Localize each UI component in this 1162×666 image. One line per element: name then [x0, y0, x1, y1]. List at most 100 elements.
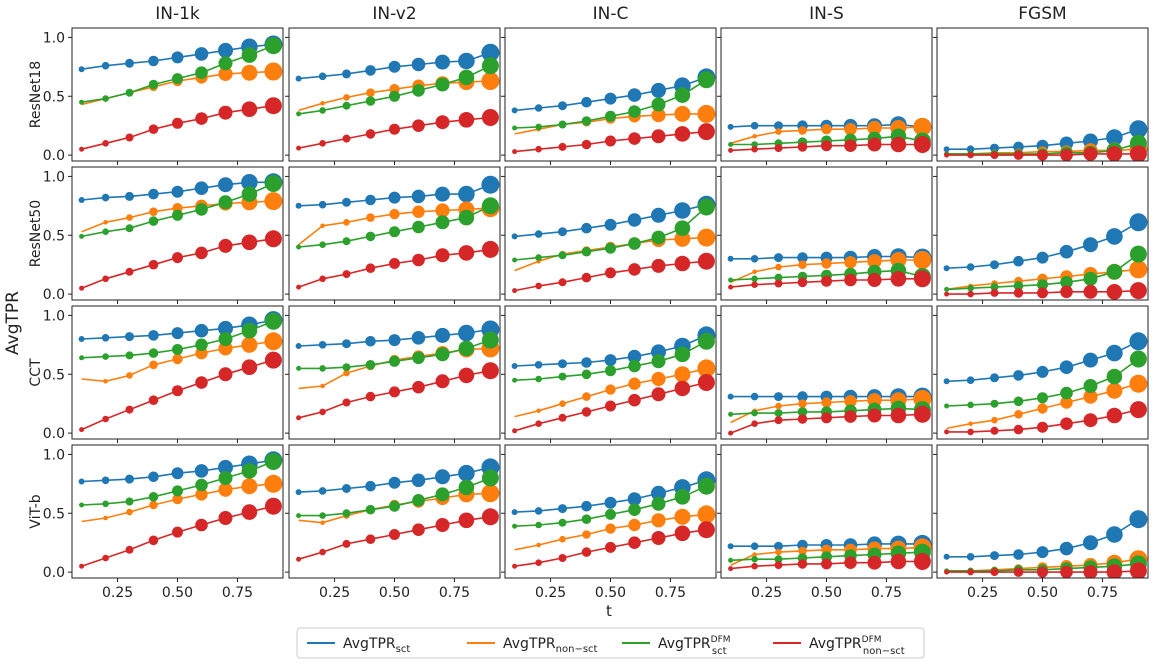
data-point [558, 101, 567, 111]
data-point [320, 520, 325, 525]
data-point [365, 194, 376, 206]
data-point [79, 427, 85, 433]
data-point [1013, 567, 1024, 577]
data-point [750, 121, 759, 130]
data-point [241, 478, 258, 495]
data-point [125, 474, 134, 484]
data-point [628, 536, 641, 549]
data-point [342, 197, 351, 207]
data-point [990, 568, 999, 577]
data-point [867, 408, 882, 423]
data-point [581, 222, 592, 234]
data-point [558, 251, 567, 260]
data-point [536, 542, 541, 548]
data-point [365, 504, 376, 515]
data-point [241, 186, 258, 202]
data-point [148, 55, 159, 67]
data-point [342, 339, 351, 349]
data-point [218, 471, 233, 485]
data-point [195, 66, 208, 79]
y-tick-label: 0.5 [43, 228, 65, 244]
data-point [458, 245, 475, 261]
data-point [411, 189, 426, 204]
x-tick-label: 0.75 [222, 585, 253, 601]
subplot-plot-area [295, 458, 500, 562]
data-point [511, 363, 518, 369]
data-point [218, 332, 233, 346]
data-point [890, 271, 907, 287]
data-point [102, 275, 109, 283]
data-point [582, 530, 591, 539]
data-point [867, 120, 882, 136]
data-point [365, 336, 376, 347]
data-point [728, 411, 734, 417]
data-point [241, 504, 258, 520]
data-point [728, 277, 734, 283]
subplot-resnet18-in-v2 [285, 27, 501, 165]
subplot-plot-area [727, 534, 932, 572]
subplot-resnet50-in-v2 [285, 166, 501, 304]
data-point [1060, 417, 1073, 431]
subplot-resnet18-fgsm [933, 27, 1149, 165]
data-point [774, 392, 783, 402]
data-point [388, 60, 401, 73]
data-point [125, 267, 134, 276]
data-point [148, 348, 159, 358]
data-point [966, 553, 975, 561]
column-title: IN-1k [155, 4, 200, 24]
data-point [774, 253, 783, 263]
data-point [79, 233, 85, 239]
data-point [1106, 564, 1123, 578]
data-point [481, 175, 500, 194]
data-point [1059, 244, 1074, 259]
data-point [967, 428, 974, 436]
data-point [172, 485, 183, 497]
data-point [435, 248, 450, 263]
data-point [296, 513, 302, 519]
data-point [481, 484, 500, 503]
data-point [674, 220, 691, 236]
data-point [171, 327, 184, 340]
data-point [481, 109, 499, 126]
row-label: ResNet18 [28, 61, 44, 128]
data-point [343, 369, 350, 377]
data-point [604, 354, 617, 367]
data-point [1037, 403, 1048, 414]
data-point [101, 193, 110, 202]
subplot-plot-area [511, 471, 716, 569]
data-point [651, 354, 666, 369]
data-point [774, 541, 783, 551]
subplot-vit-b-in-s: 0.25 0.50 0.75 [717, 444, 933, 601]
data-point [1106, 129, 1123, 146]
data-point [481, 240, 499, 258]
data-point [218, 511, 233, 525]
data-point [697, 198, 715, 216]
x-tick-label: 0.50 [811, 585, 842, 601]
data-point [581, 246, 592, 257]
data-point [296, 415, 302, 421]
data-point [627, 213, 642, 227]
data-point [558, 554, 567, 562]
data-point [890, 136, 907, 153]
data-point [435, 469, 450, 485]
subplot-resnet50-in-s [717, 166, 933, 304]
data-point [775, 548, 782, 556]
data-point [558, 518, 567, 527]
data-point [943, 553, 950, 560]
data-point [1129, 374, 1148, 393]
data-point [412, 523, 425, 536]
data-point [534, 507, 543, 515]
y-tick-label: 0.5 [43, 367, 65, 383]
data-point [967, 284, 974, 292]
data-point [752, 134, 757, 139]
data-point [512, 563, 518, 569]
data-point [1083, 379, 1098, 393]
data-point [581, 407, 592, 417]
data-point [79, 502, 85, 508]
data-point [627, 349, 642, 364]
data-point [844, 139, 857, 152]
data-point [365, 129, 376, 139]
data-point [605, 365, 616, 377]
data-point [512, 428, 518, 434]
data-point [241, 322, 258, 339]
